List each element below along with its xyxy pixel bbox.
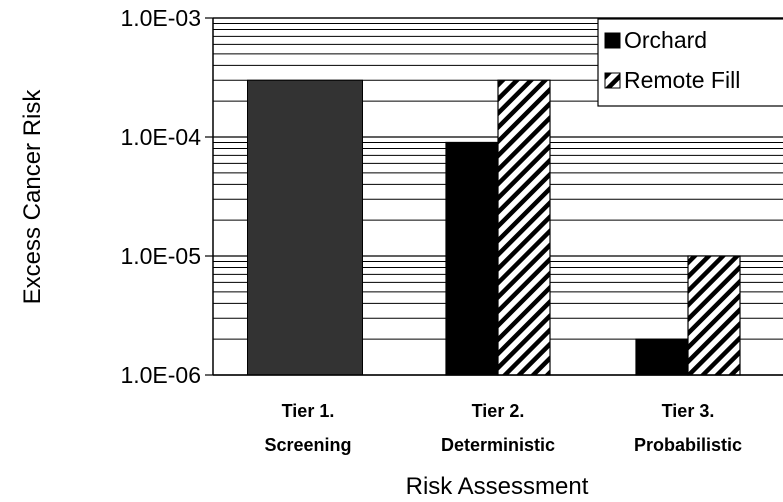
category-label-line2: Deterministic — [441, 435, 555, 455]
axes — [205, 17, 783, 376]
legend-box — [597, 18, 783, 107]
bar-orchard — [635, 338, 689, 376]
x-axis-label: Risk Assessment — [406, 473, 589, 500]
y-tick-label: 1.0E-05 — [120, 243, 201, 269]
legend-swatch — [604, 72, 621, 89]
category-label-line1: Tier 3. — [662, 401, 715, 421]
y-tick-label: 1.0E-04 — [120, 124, 201, 150]
category-label-line1: Tier 2. — [472, 401, 525, 421]
bar-orchard — [445, 141, 499, 376]
y-tick-label: 1.0E-03 — [120, 5, 201, 31]
category-label-line2: Probabilistic — [634, 435, 742, 455]
legend-swatch — [604, 32, 621, 49]
y-tick-labels: 1.0E-06 1.0E-05 1.0E-04 1.0E-03 — [120, 5, 201, 388]
legend-label: Orchard — [624, 27, 707, 53]
category-label-line2: Screening — [264, 435, 351, 455]
legend: Orchard Remote Fill — [597, 18, 783, 107]
legend-label: Remote Fill — [624, 67, 740, 93]
y-tick-label: 1.0E-06 — [120, 362, 201, 388]
bar-remote-fill — [687, 255, 741, 376]
bar-remote-fill — [497, 79, 551, 376]
bars — [247, 79, 741, 376]
category-labels: Tier 1. Screening Tier 2. Deterministic Tier… — [264, 401, 742, 455]
category-label-line1: Tier 1. — [282, 401, 335, 421]
bar-combined — [247, 79, 363, 376]
y-axis-label: Excess Cancer Risk — [19, 89, 46, 305]
